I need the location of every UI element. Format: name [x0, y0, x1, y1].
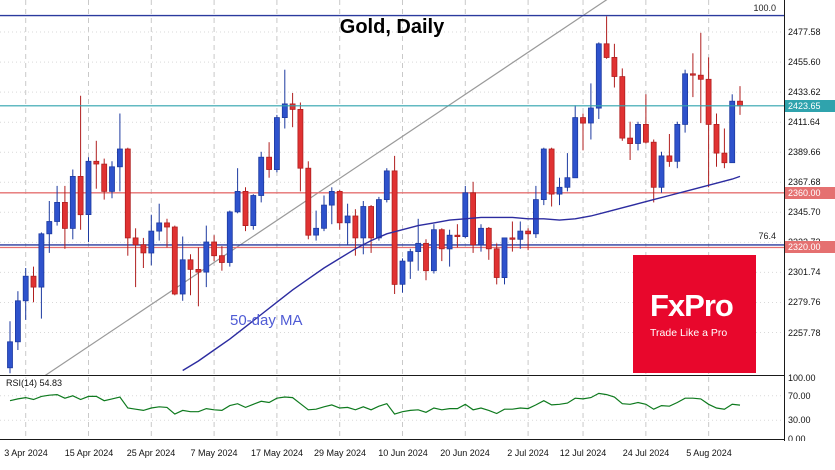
fib-level-76-label: 76.4 [758, 231, 776, 241]
date-tick-label: 15 Apr 2024 [64, 448, 114, 458]
rsi-tick-label: 30.00 [788, 415, 811, 425]
date-tick-label: 29 May 2024 [313, 448, 367, 458]
price-tick-label: 2477.58 [788, 27, 821, 37]
trendline [44, 0, 608, 375]
rsi-value: 54.83 [39, 378, 63, 388]
price-tick-label: 2433.62 [788, 87, 821, 97]
candlestick-svg [0, 0, 784, 375]
price-tick-label: 2345.70 [788, 207, 821, 217]
date-tick-label: 17 May 2024 [250, 448, 304, 458]
date-tick-label: 5 Aug 2024 [686, 448, 732, 458]
rsi-name: RSI(14) [6, 378, 38, 388]
price-chart-pane[interactable]: Gold, Daily 50-day MA 100.0 76.4 FxPro T… [0, 0, 784, 376]
price-tick-label: 2257.78 [788, 328, 821, 338]
price-tick-label: 2301.74 [788, 267, 821, 277]
date-tick-label: 12 Jul 2024 [559, 448, 607, 458]
support-price-tag: 2320.00 [785, 241, 835, 253]
rsi-tick-label: 70.00 [788, 391, 811, 401]
candlestick-chart[interactable] [0, 0, 784, 375]
price-tick-label: 2411.64 [788, 117, 820, 127]
fxpro-logo: FxPro Trade Like a Pro [633, 255, 756, 373]
price-axis[interactable]: 2477.58 2455.60 2433.62 2411.64 2389.66 2367.… [784, 0, 835, 444]
fxpro-tagline: Trade Like a Pro [650, 327, 728, 339]
chart-title: Gold, Daily [339, 16, 445, 38]
date-tick-label: 25 Apr 2024 [126, 448, 176, 458]
rsi-chart[interactable] [0, 377, 784, 439]
date-tick-label: 20 Jun 2024 [440, 448, 490, 458]
fxpro-logo-text: FxPro [650, 288, 734, 323]
price-tick-label: 2389.66 [788, 147, 821, 157]
date-tick-label: 2 Jul 2024 [507, 448, 549, 458]
date-tick-label: 10 Jun 2024 [378, 448, 428, 458]
date-axis[interactable]: 3 Apr 2024 15 Apr 2024 25 Apr 2024 7 May 20… [0, 441, 835, 470]
price-tick-label: 2367.68 [788, 177, 821, 187]
rsi-pane[interactable]: RSI(14) 54.83 [0, 377, 784, 440]
rsi-line [9, 392, 741, 415]
date-tick-label: 24 Jul 2024 [622, 448, 670, 458]
rsi-svg [0, 377, 784, 439]
rsi-tick-label: 0.00 [788, 434, 806, 444]
date-tick-label: 7 May 2024 [190, 448, 238, 458]
rsi-tick-label: 100.00 [788, 373, 816, 383]
fib-level-100-label: 100.0 [753, 3, 776, 13]
price-tick-label: 2455.60 [788, 57, 821, 67]
ma50-line [182, 175, 741, 372]
current-price-tag: 2423.65 [785, 100, 835, 112]
support-price-tag: 2360.00 [785, 187, 835, 199]
date-tick-label: 3 Apr 2024 [4, 448, 48, 458]
ma50-label: 50-day MA [230, 312, 303, 329]
price-tick-label: 2279.76 [788, 297, 821, 307]
rsi-indicator-label: RSI(14) 54.83 [4, 378, 65, 388]
